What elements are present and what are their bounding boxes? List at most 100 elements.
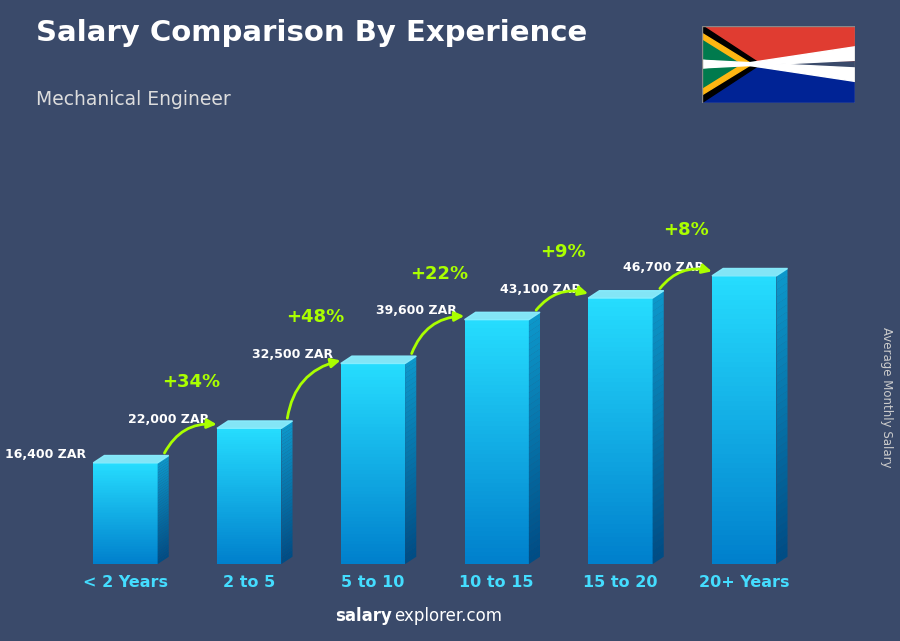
- Polygon shape: [282, 445, 292, 456]
- Bar: [341, 494, 405, 497]
- Bar: [712, 429, 777, 435]
- Bar: [341, 427, 405, 430]
- Bar: [589, 560, 652, 564]
- Bar: [589, 422, 652, 427]
- Polygon shape: [529, 453, 540, 466]
- Bar: [341, 474, 405, 477]
- Polygon shape: [405, 361, 416, 374]
- Bar: [464, 523, 529, 528]
- Bar: [589, 320, 652, 324]
- Bar: [94, 500, 158, 502]
- Bar: [341, 460, 405, 464]
- Bar: [94, 519, 158, 520]
- Bar: [464, 352, 529, 356]
- Text: 46,700 ZAR: 46,700 ZAR: [624, 261, 705, 274]
- Bar: [464, 552, 529, 556]
- Bar: [217, 453, 282, 456]
- Bar: [712, 343, 777, 348]
- Bar: [712, 415, 777, 420]
- Polygon shape: [652, 550, 664, 564]
- Polygon shape: [282, 435, 292, 445]
- Polygon shape: [158, 463, 169, 473]
- Bar: [341, 467, 405, 470]
- Bar: [217, 487, 282, 489]
- Bar: [464, 393, 529, 397]
- Polygon shape: [529, 513, 540, 528]
- Polygon shape: [777, 405, 788, 420]
- Polygon shape: [777, 376, 788, 391]
- Bar: [217, 494, 282, 496]
- Bar: [712, 540, 777, 545]
- Bar: [217, 517, 282, 519]
- Bar: [589, 360, 652, 365]
- Bar: [712, 333, 777, 338]
- Polygon shape: [282, 553, 292, 564]
- Bar: [712, 391, 777, 396]
- Polygon shape: [158, 455, 169, 465]
- Polygon shape: [282, 479, 292, 489]
- Polygon shape: [777, 283, 788, 297]
- Bar: [589, 515, 652, 520]
- Bar: [217, 505, 282, 508]
- Bar: [712, 290, 777, 295]
- Bar: [589, 431, 652, 435]
- Polygon shape: [652, 497, 664, 511]
- Bar: [341, 534, 405, 537]
- Bar: [94, 481, 158, 483]
- Polygon shape: [652, 370, 664, 385]
- Bar: [341, 454, 405, 457]
- Polygon shape: [702, 60, 855, 81]
- Polygon shape: [529, 526, 540, 540]
- Bar: [217, 451, 282, 453]
- Bar: [464, 442, 529, 446]
- Text: +22%: +22%: [410, 265, 468, 283]
- Bar: [589, 347, 652, 351]
- Polygon shape: [777, 312, 788, 326]
- Polygon shape: [405, 401, 416, 413]
- Bar: [589, 493, 652, 497]
- Bar: [217, 433, 282, 435]
- Polygon shape: [405, 441, 416, 454]
- Bar: [217, 537, 282, 539]
- Polygon shape: [158, 529, 169, 539]
- Polygon shape: [405, 537, 416, 549]
- Polygon shape: [529, 435, 540, 448]
- Bar: [712, 478, 777, 483]
- Bar: [712, 401, 777, 406]
- Polygon shape: [405, 542, 416, 554]
- Bar: [341, 531, 405, 534]
- Polygon shape: [405, 512, 416, 524]
- Polygon shape: [341, 356, 416, 363]
- Polygon shape: [529, 422, 540, 436]
- Polygon shape: [405, 466, 416, 479]
- Bar: [712, 395, 777, 401]
- Bar: [464, 324, 529, 328]
- Bar: [94, 520, 158, 522]
- Bar: [712, 434, 777, 439]
- Polygon shape: [702, 47, 855, 68]
- Polygon shape: [529, 428, 540, 442]
- Polygon shape: [777, 412, 788, 427]
- Bar: [217, 503, 282, 505]
- Bar: [589, 524, 652, 529]
- Bar: [341, 520, 405, 524]
- Bar: [94, 559, 158, 561]
- Polygon shape: [777, 513, 788, 528]
- Polygon shape: [652, 517, 664, 531]
- Polygon shape: [529, 495, 540, 509]
- Bar: [712, 497, 777, 502]
- Bar: [341, 457, 405, 460]
- Polygon shape: [405, 396, 416, 408]
- Polygon shape: [282, 469, 292, 479]
- Bar: [589, 497, 652, 502]
- Bar: [464, 499, 529, 503]
- Polygon shape: [405, 476, 416, 489]
- Polygon shape: [652, 337, 664, 351]
- Bar: [341, 424, 405, 427]
- Polygon shape: [282, 522, 292, 533]
- Polygon shape: [652, 483, 664, 497]
- Text: 22,000 ZAR: 22,000 ZAR: [129, 413, 210, 426]
- Bar: [464, 426, 529, 429]
- Polygon shape: [405, 381, 416, 394]
- Polygon shape: [158, 468, 169, 478]
